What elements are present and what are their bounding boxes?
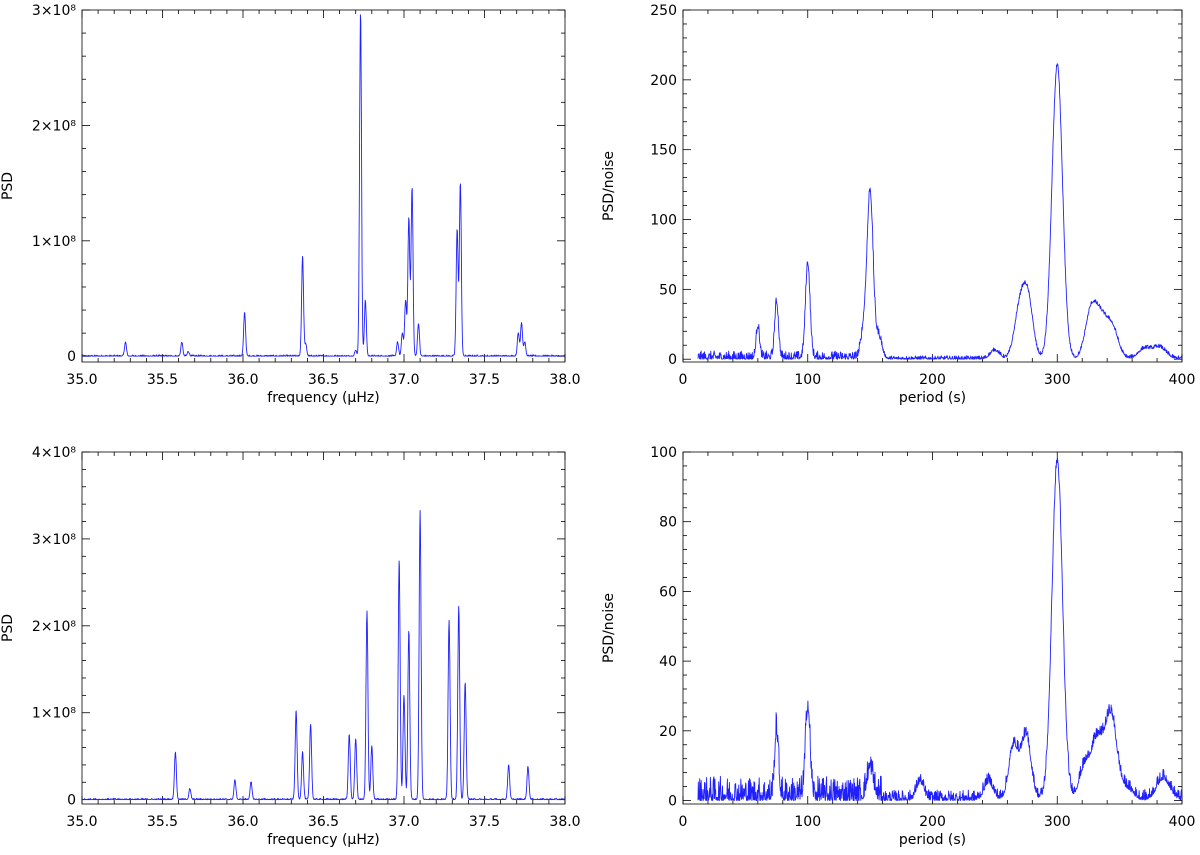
y-tick-label: 4×10⁸: [32, 445, 76, 461]
y-tick-label: 2×10⁸: [32, 118, 76, 134]
plot-frame: [81, 9, 566, 363]
y-axis-label: PSD: [0, 614, 16, 642]
y-tick-label: 60: [659, 584, 677, 600]
psd-series-line: [697, 63, 1183, 360]
psd-series-line: [81, 14, 566, 357]
y-tick-label: 20: [659, 724, 677, 740]
x-tick-label: 38.0: [549, 372, 580, 388]
x-axis-label: period (s): [899, 832, 966, 848]
y-tick-label: 0: [668, 794, 677, 810]
chart-panel-bottom-right: 0 100 200 300 400 0 20 40 60 80 100 period (s) PSD/n…: [601, 445, 1195, 848]
x-tick-label: 0: [679, 814, 688, 830]
x-tick-label: 0: [679, 372, 688, 388]
x-tick-label: 37.5: [469, 814, 500, 830]
x-tick-label: 300: [1044, 814, 1071, 830]
y-tick-label: 0: [67, 793, 76, 809]
x-axis-label: period (s): [899, 390, 966, 406]
y-tick-label: 40: [659, 654, 677, 670]
y-tick-label: 250: [650, 3, 677, 19]
y-tick-label: 1×10⁸: [32, 234, 76, 250]
x-tick-label: 200: [919, 372, 946, 388]
y-axis-label: PSD: [0, 172, 16, 200]
plot-frame: [81, 451, 566, 805]
x-tick-label: 400: [1169, 814, 1196, 830]
y-tick-label: 3×10⁸: [32, 3, 76, 19]
y-axis-label: PSD/noise: [601, 151, 617, 221]
y-tick-label: 100: [650, 445, 677, 461]
chart-panel-bottom-left: 35.0 35.5 36.0 36.5 37.0 37.5 38.0 0 1×10⁸ 2×10⁸ 3…: [0, 445, 581, 848]
x-tick-label: 36.5: [308, 372, 339, 388]
x-tick-label: 38.0: [549, 814, 580, 830]
psd-series-line: [81, 510, 566, 801]
x-tick-label: 100: [794, 814, 821, 830]
x-tick-label: 35.5: [147, 814, 178, 830]
y-tick-label: 50: [659, 282, 677, 298]
y-tick-label: 0: [668, 352, 677, 368]
plot-frame: [682, 451, 1183, 805]
y-tick-label: 150: [650, 143, 677, 159]
x-tick-label: 35.0: [66, 814, 97, 830]
x-tick-label: 36.0: [227, 372, 258, 388]
y-tick-label: 2×10⁸: [32, 619, 76, 635]
x-axis-label: frequency (μHz): [267, 390, 379, 406]
chart-panel-top-left: 35.0 35.5 36.0 36.5 37.0 37.5 38.0 0 1×10⁸ 2×10⁸ 3…: [0, 3, 581, 406]
chart-panel-top-right: 0 100 200 300 400 0 50 100 150 200 250 period (s) PS…: [601, 3, 1195, 406]
x-tick-label: 400: [1169, 372, 1196, 388]
y-tick-label: 0: [67, 349, 76, 365]
y-tick-label: 200: [650, 73, 677, 89]
y-tick-label: 80: [659, 515, 677, 531]
x-tick-label: 37.5: [469, 372, 500, 388]
x-tick-label: 37.0: [388, 814, 419, 830]
y-tick-label: 3×10⁸: [32, 532, 76, 548]
plot-frame: [682, 9, 1183, 363]
x-axis-label: frequency (μHz): [267, 832, 379, 848]
x-tick-label: 300: [1044, 372, 1071, 388]
x-tick-label: 35.0: [66, 372, 97, 388]
x-tick-label: 35.5: [147, 372, 178, 388]
y-axis-label: PSD/noise: [601, 593, 617, 663]
x-tick-label: 36.5: [308, 814, 339, 830]
psd-series-line: [697, 457, 1183, 801]
x-tick-label: 36.0: [227, 814, 258, 830]
y-tick-label: 1×10⁸: [32, 706, 76, 722]
y-tick-label: 100: [650, 213, 677, 229]
x-tick-label: 100: [794, 372, 821, 388]
x-tick-label: 200: [919, 814, 946, 830]
x-tick-label: 37.0: [388, 372, 419, 388]
